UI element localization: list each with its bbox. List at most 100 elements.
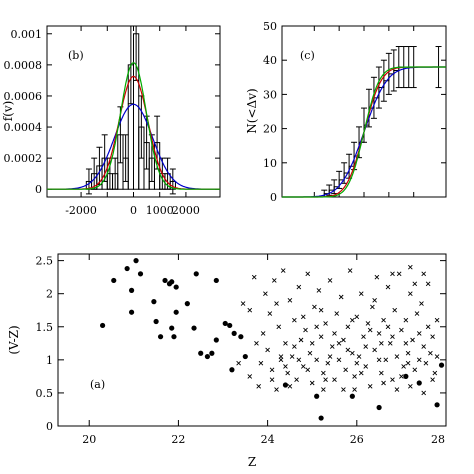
scatter-point-cross [412,281,418,287]
scatter-point-cross [327,278,333,283]
scatter-point-cross [363,364,369,369]
panel-a-color-magnitude-scatter: (a) (V-Z) Z 20 22 24 26 28 0 0.5 1 1.5 2 2.5 [7,253,447,469]
scatter-point-cross [271,278,277,283]
scatter-point-cross [354,314,360,320]
panel-c-tick-labels: 0 10 20 30 40 50 [263,20,277,204]
scatter-point-cross [358,370,364,376]
scatter-point-cross [287,383,293,389]
panel-a-x-tick-label: 22 [171,433,185,446]
panel-a-points [99,258,445,421]
scatter-point-cross [430,334,435,340]
scatter-point-cross [247,374,253,379]
scatter-point-circle [198,350,204,356]
scatter-point-cross [421,271,427,277]
scatter-point-cross [274,301,279,306]
scatter-point-cross [341,387,346,392]
cdf-curve [282,66,446,198]
scatter-point-cross [258,360,264,366]
scatter-point-cross [321,387,326,392]
scatter-point-cross [408,291,413,297]
scatter-point-circle [111,277,117,284]
scatter-point-cross [265,347,270,353]
scatter-point-cross [410,337,415,343]
scatter-point-circle [173,284,179,290]
scatter-point-cross [434,354,440,359]
panel-b-y-tick-label: 0.0004 [4,121,43,134]
scatter-point-cross [421,390,427,396]
scatter-point-circle [137,271,144,277]
panel-c-y-tick-label: 30 [263,88,277,101]
scatter-point-circle [242,353,248,360]
scatter-point-circle [222,320,228,327]
scatter-point-cross [379,340,384,346]
scatter-point-cross [394,354,400,359]
scatter-point-cross [338,294,344,300]
panel-a-y-tick-label: 1.5 [36,321,54,334]
scatter-point-cross [425,281,431,287]
scatter-point-cross [298,337,304,343]
panel-b-y-tick-label: 0.0002 [4,152,43,165]
scatter-point-cross [345,347,351,353]
scatter-point-circle [227,322,233,329]
scatter-point-cross [361,334,366,340]
panel-a-tick-labels: 20 22 24 26 28 0 0.5 1 1.5 2 2.5 [36,255,446,446]
scatter-point-cross [390,377,395,383]
scatter-point-circle [162,277,168,284]
scatter-point-circle [128,287,135,293]
scatter-point-cross [292,317,297,323]
panel-c-y-tick-label: 0 [270,191,277,204]
scatter-point-cross [267,311,273,316]
scatter-point-cross [329,344,335,349]
panel-a-y-axis-title: (V-Z) [7,325,21,354]
panel-b-y-axis-title: f(v) [1,101,15,122]
scatter-point-cross [269,377,275,383]
scatter-point-cross [312,304,317,310]
panel-b-x-tick-label: 0 [130,204,137,217]
scatter-point-cross [392,307,398,313]
scatter-point-cross [347,268,353,273]
scatter-point-cross [269,367,275,373]
scatter-point-cross [419,301,424,306]
scatter-point-cross [381,380,386,386]
scatter-point-cross [283,340,288,346]
scatter-point-cross [370,304,375,310]
scatter-point-cross [309,380,315,386]
scatter-point-cross [367,327,373,333]
panel-c-y-tick-label: 50 [263,20,277,33]
scatter-point-cross [236,360,241,366]
scatter-point-cross [399,374,404,379]
scatter-point-cross [294,377,299,383]
scatter-point-cross [314,324,319,330]
panel-a-tag: (a) [90,378,105,391]
panel-b-gaussian-curves [47,62,220,190]
scatter-point-cross [327,354,333,359]
scatter-point-circle [169,279,175,285]
scatter-point-circle [191,325,197,331]
scatter-point-cross [318,334,324,340]
panel-a-x-axis-title: Z [248,455,256,469]
scatter-point-cross [416,331,422,336]
scatter-point-cross [405,350,411,356]
scatter-point-circle [153,318,159,325]
scatter-point-circle [314,393,320,399]
scatter-point-circle [99,322,106,329]
panel-b-y-tick-label: 0.0006 [4,90,43,103]
scatter-point-circle [213,277,219,284]
scatter-point-circle [318,415,324,421]
scatter-point-cross [307,350,313,356]
panel-c-y-tick-label: 10 [263,157,277,170]
scatter-point-cross [385,284,391,290]
scatter-point-cross [381,317,386,323]
scatter-point-cross [358,291,364,297]
scatter-point-circle [124,265,130,272]
scatter-point-cross [374,274,380,280]
scatter-point-cross [296,284,302,290]
scatter-point-circle [229,367,235,373]
panel-b-histogram-bars [85,25,176,195]
scatter-point-circle [416,380,422,386]
scatter-point-cross [405,360,411,366]
scatter-point-cross [296,357,302,363]
scatter-point-cross [336,340,342,346]
scatter-point-cross [383,357,389,363]
